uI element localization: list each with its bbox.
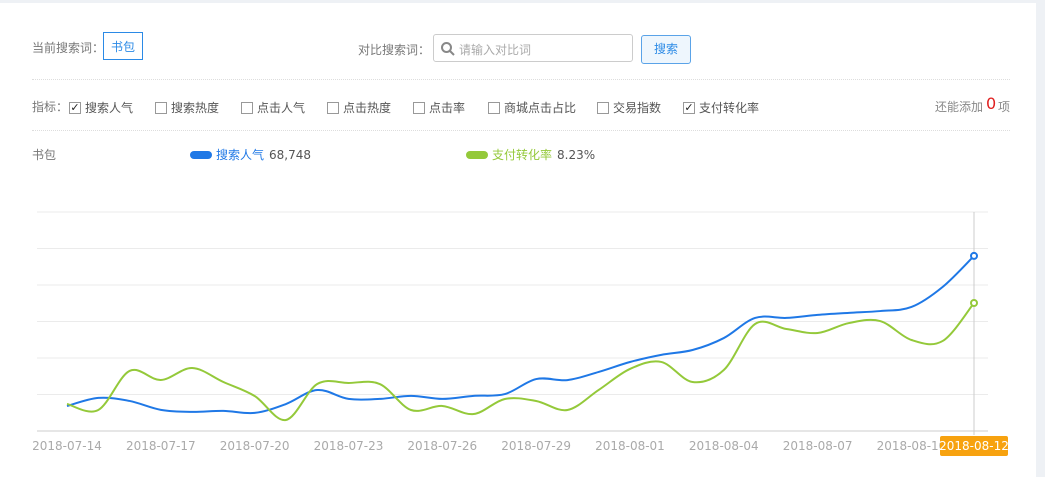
- metric-label: 点击热度: [343, 101, 392, 115]
- checkbox-checked-icon[interactable]: ✓: [683, 100, 695, 114]
- metric-label: 搜索热度: [171, 101, 220, 115]
- remaining-suffix: 项: [998, 100, 1011, 114]
- legend-series-value: 8.23%: [557, 147, 596, 162]
- metric-checkbox[interactable]: ✓ 支付转化率: [683, 99, 759, 116]
- highlight-date-label: 2018-08-12: [939, 439, 1009, 453]
- metric-label: 交易指数: [613, 101, 662, 115]
- remaining-count: 0: [986, 94, 997, 113]
- remaining-prefix: 还能添加: [935, 100, 984, 114]
- legend-item-payment-conversion[interactable]: 支付转化率 8.23%: [466, 146, 595, 163]
- checkbox-unchecked-icon[interactable]: [155, 101, 167, 114]
- x-tick-label: 2018-08-04: [689, 439, 759, 453]
- metric-label: 商城点击占比: [504, 101, 577, 115]
- compare-keyword-placeholder: 请输入对比词: [459, 43, 532, 57]
- metric-checkbox[interactable]: ✓ 搜索人气: [69, 99, 133, 116]
- legend-series-name: 搜索人气: [216, 148, 265, 162]
- compare-keyword-label: 对比搜索词：: [358, 43, 431, 57]
- x-tick-label: 2018-07-14: [32, 439, 102, 453]
- x-tick-label: 2018-07-29: [501, 439, 571, 453]
- search-icon: [441, 42, 455, 56]
- x-tick-label: 2018-07-20: [220, 439, 290, 453]
- metric-label: 点击率: [429, 101, 466, 115]
- search-button[interactable]: 搜索: [641, 35, 691, 64]
- metric-checkbox[interactable]: 商城点击占比: [488, 99, 576, 116]
- metric-checkbox[interactable]: 搜索热度: [155, 99, 219, 116]
- compare-keyword-input[interactable]: 请输入对比词: [433, 34, 633, 62]
- metric-checkbox[interactable]: 点击热度: [327, 99, 391, 116]
- checkbox-unchecked-icon[interactable]: [488, 101, 500, 114]
- checkbox-checked-icon[interactable]: ✓: [69, 100, 81, 114]
- divider: [32, 130, 1010, 131]
- current-keyword-tag[interactable]: 书包: [103, 32, 143, 60]
- series-line-1: [66, 302, 975, 421]
- legend-series-name: 支付转化率: [492, 148, 553, 162]
- metric-label: 支付转化率: [699, 101, 760, 115]
- metric-checkbox[interactable]: 点击人气: [241, 99, 305, 116]
- x-tick-label: 2018-08-10: [877, 439, 947, 453]
- divider: [32, 79, 1010, 80]
- legend-swatch: [466, 150, 488, 159]
- legend-series-value: 68,748: [269, 147, 312, 162]
- checkbox-unchecked-icon[interactable]: [241, 101, 253, 114]
- metric-checkbox[interactable]: 交易指数: [597, 99, 661, 116]
- checkbox-unchecked-icon[interactable]: [327, 101, 339, 114]
- metric-label: 搜索人气: [85, 101, 134, 115]
- highlight-date-badge: [940, 436, 1008, 456]
- data-point: [970, 298, 978, 307]
- x-tick-label: 2018-07-26: [407, 439, 477, 453]
- metric-label: 点击人气: [257, 101, 306, 115]
- x-tick-label: 2018-07-23: [314, 439, 384, 453]
- checkbox-unchecked-icon[interactable]: [413, 101, 425, 114]
- checkbox-unchecked-icon[interactable]: [597, 101, 609, 114]
- x-tick-label: 2018-08-07: [783, 439, 853, 453]
- metrics-label: 指标：: [32, 100, 69, 114]
- data-point: [970, 251, 978, 260]
- legend-swatch: [190, 150, 212, 159]
- summary-keyword: 书包: [32, 148, 57, 162]
- x-tick-label: 2018-08-01: [595, 439, 665, 453]
- current-keyword-label: 当前搜索词：: [32, 41, 105, 55]
- series-line-0: [66, 255, 975, 415]
- metric-checkbox[interactable]: 点击率: [413, 99, 465, 116]
- x-tick-label: 2018-07-17: [126, 439, 196, 453]
- legend-item-search-popularity[interactable]: 搜索人气 68,748: [190, 146, 311, 163]
